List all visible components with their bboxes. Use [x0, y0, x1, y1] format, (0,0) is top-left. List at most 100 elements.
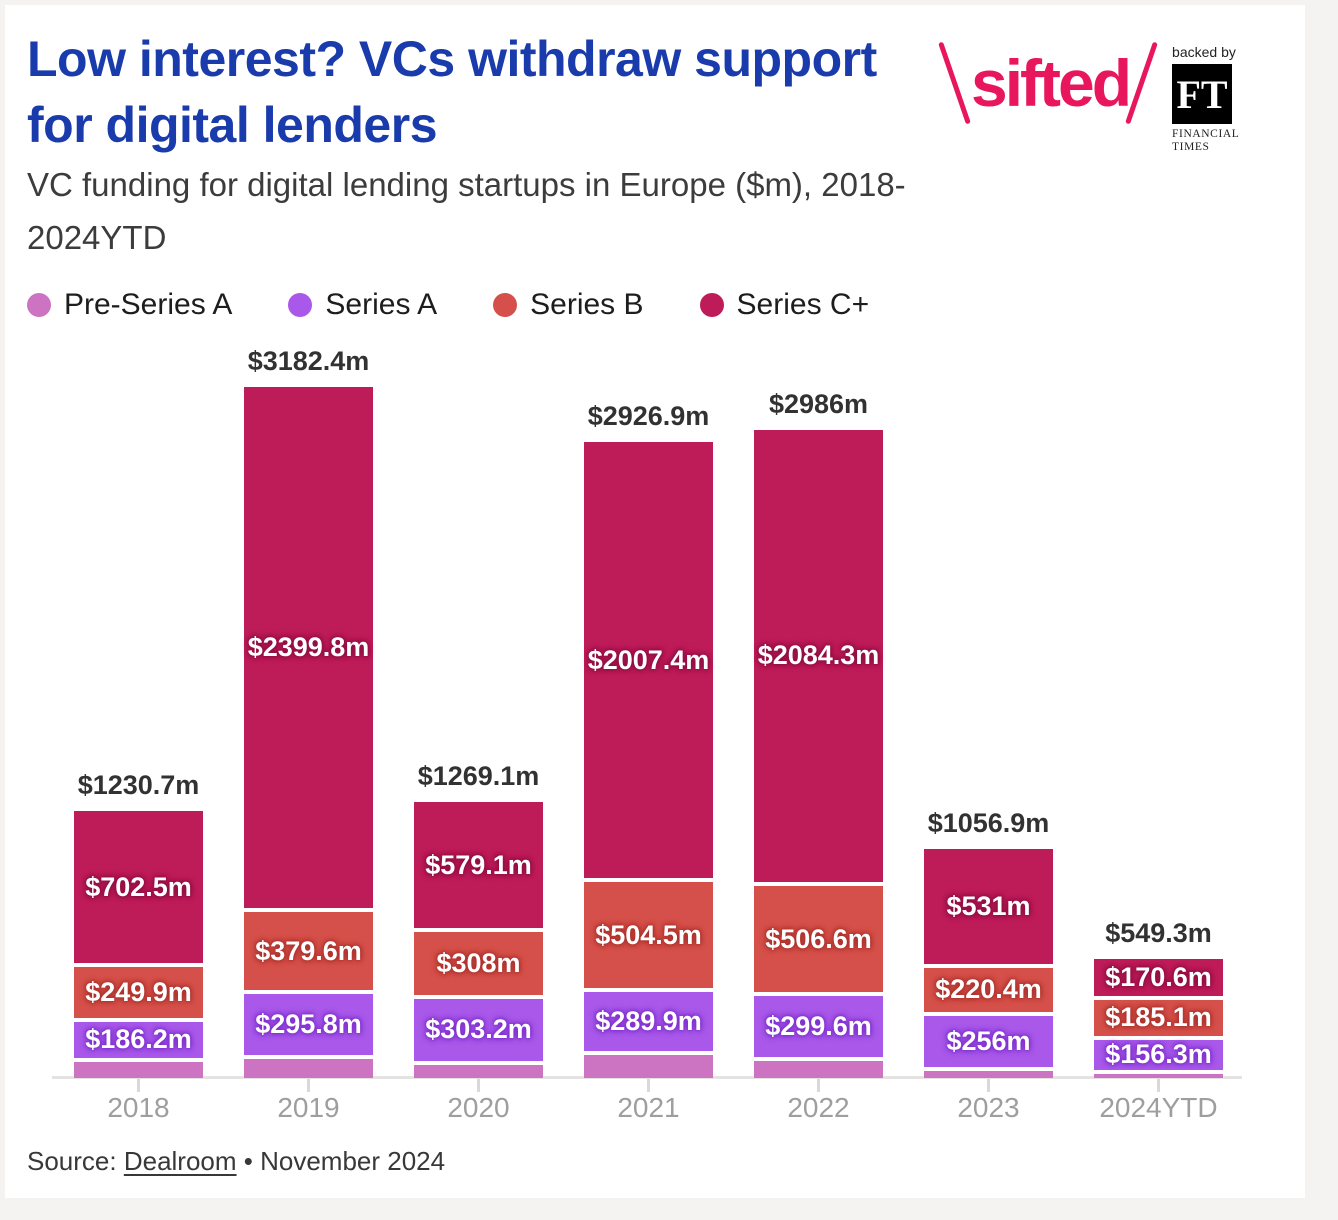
- bar-segment-series-c: $2084.3m: [754, 429, 883, 883]
- x-axis-label: 2022: [787, 1092, 850, 1123]
- bar-segment-series-b: $308m: [414, 928, 543, 996]
- ft-box-icon: FT: [1172, 64, 1233, 124]
- legend-label-series-b: Series B: [530, 288, 644, 321]
- bar-segment-pre-series-a: [414, 1060, 543, 1078]
- bar-group-2019: $2399.8m $379.6m $295.8m: [244, 386, 373, 1078]
- legend-item-series-b: Series B: [493, 288, 644, 322]
- bar-segment-series-b: $249.9m: [74, 963, 203, 1018]
- x-axis-tick: [307, 1079, 310, 1092]
- legend-item-pre-series-a: Pre-Series A: [27, 288, 232, 322]
- bar-segment-pre-series-a: [74, 1058, 203, 1078]
- bar-total-label: $1056.9m: [927, 807, 1050, 838]
- bar-group-2018: $702.5m $249.9m $186.2m: [74, 810, 203, 1078]
- bar-group-2024ytd: $170.6m $185.1m $156.3m: [1094, 958, 1223, 1078]
- bar-segment-pre-series-a: [1094, 1069, 1223, 1078]
- backed-by-label: backed by: [1172, 44, 1236, 60]
- segment-value-label: $186.2m: [85, 1024, 192, 1055]
- x-axis-label: 2019: [277, 1092, 340, 1123]
- segment-value-label: $170.6m: [1105, 961, 1212, 992]
- bar-segment-series-c: $579.1m: [414, 802, 543, 929]
- segment-value-label: $256m: [946, 1025, 1031, 1056]
- legend-label-series-c-plus: Series C+: [736, 288, 870, 321]
- sifted-logo: sifted backed by FT FINANCIAL TIMES: [938, 40, 1239, 153]
- legend: Pre-Series A Series A Series B Series C+: [27, 288, 869, 322]
- x-axis-label: 2023: [957, 1092, 1020, 1123]
- segment-value-label: $308m: [436, 948, 521, 979]
- source-prefix: Source:: [27, 1146, 124, 1176]
- ft-logo: backed by FT FINANCIAL TIMES: [1172, 44, 1240, 154]
- segment-value-label: $289.9m: [595, 1005, 702, 1036]
- segment-value-label: $220.4m: [935, 974, 1042, 1005]
- segment-value-label: $156.3m: [1105, 1039, 1212, 1070]
- segment-value-label: $2399.8m: [247, 631, 370, 662]
- bar-segment-series-b: $506.6m: [754, 882, 883, 993]
- segment-value-label: $531m: [946, 890, 1031, 921]
- bar-segment-series-a: $303.2m: [414, 995, 543, 1061]
- x-axis-tick: [647, 1079, 650, 1092]
- bar-total-label: $2926.9m: [587, 401, 710, 432]
- segment-value-label: $2007.4m: [587, 644, 710, 675]
- bar-segment-pre-series-a: [584, 1050, 713, 1079]
- bar-segment-series-c: $531m: [924, 848, 1053, 964]
- segment-value-label: $295.8m: [255, 1008, 362, 1039]
- segment-value-label: $303.2m: [425, 1014, 532, 1045]
- ft-name-line2: TIMES: [1172, 141, 1210, 153]
- x-axis-tick: [817, 1079, 820, 1092]
- ft-name-line1: FINANCIAL: [1172, 128, 1240, 140]
- bar-total-label: $2986m: [768, 388, 869, 419]
- bar-group-2021: $2007.4m $504.5m $289.9m: [584, 442, 713, 1079]
- bar-segment-pre-series-a: [924, 1067, 1053, 1078]
- bar-segment-series-a: $186.2m: [74, 1017, 203, 1058]
- legend-label-pre-series-a: Pre-Series A: [64, 288, 233, 321]
- legend-swatch-series-b: [493, 293, 518, 317]
- segment-value-label: $2084.3m: [757, 640, 880, 671]
- chart-subtitle-line1: VC funding for digital lending startups …: [27, 166, 906, 203]
- bar-segment-series-c: $702.5m: [74, 810, 203, 964]
- bar-segment-series-c: $2399.8m: [244, 386, 373, 908]
- bar-segment-series-a: $289.9m: [584, 987, 713, 1051]
- bar-total-label: $549.3m: [1105, 917, 1212, 948]
- x-axis-label: 2021: [617, 1092, 680, 1123]
- segment-value-label: $702.5m: [85, 871, 192, 902]
- legend-swatch-series-c-plus: [699, 293, 724, 317]
- legend-swatch-pre-series-a: [27, 293, 51, 317]
- bar-segment-series-a: $299.6m: [754, 992, 883, 1058]
- x-axis-label: 2020: [447, 1092, 510, 1123]
- bar-segment-series-a: $156.3m: [1094, 1035, 1223, 1070]
- bar-segment-series-b: $379.6m: [244, 908, 373, 991]
- legend-item-series-a: Series A: [288, 288, 437, 322]
- bar-segment-series-a: $295.8m: [244, 990, 373, 1055]
- bar-segment-series-b: $220.4m: [924, 963, 1053, 1012]
- segment-value-label: $379.6m: [255, 935, 362, 966]
- x-axis-tick: [137, 1079, 140, 1092]
- x-axis-tick: [987, 1079, 990, 1092]
- chart-subtitle: VC funding for digital lending startups …: [27, 158, 906, 264]
- segment-value-label: $185.1m: [1105, 1002, 1212, 1033]
- x-axis-tick: [477, 1079, 480, 1092]
- ft-initials: FT: [1176, 71, 1228, 117]
- x-axis-tick: [1157, 1079, 1160, 1092]
- dealroom-link[interactable]: Dealroom: [123, 1146, 237, 1176]
- x-axis-label: 2024YTD: [1099, 1092, 1218, 1123]
- sifted-wordmark: sifted: [971, 46, 1132, 120]
- legend-swatch-series-a: [288, 293, 313, 317]
- segment-value-label: $504.5m: [595, 919, 702, 950]
- segment-value-label: $579.1m: [425, 849, 532, 880]
- source-suffix: • November 2024: [236, 1146, 446, 1176]
- bar-segment-series-c: $2007.4m: [584, 442, 713, 879]
- bar-group-2022: $2084.3m $506.6m $299.6m: [754, 429, 883, 1078]
- source-note: Source: Dealroom • November 2024: [27, 1146, 445, 1177]
- bar-segment-pre-series-a: [754, 1057, 883, 1078]
- bar-segment-series-b: $185.1m: [1094, 995, 1223, 1036]
- bar-segment-series-b: $504.5m: [584, 878, 713, 988]
- chart-title-line1: Low interest? VCs withdraw support: [27, 31, 877, 87]
- chart-title: Low interest? VCs withdraw support for d…: [27, 26, 877, 158]
- x-axis-label: 2018: [107, 1092, 170, 1123]
- bar-segment-pre-series-a: [244, 1054, 373, 1078]
- bar-group-2023: $531m $220.4m $256m: [924, 848, 1053, 1079]
- segment-value-label: $506.6m: [765, 923, 872, 954]
- ft-name: FINANCIAL TIMES: [1172, 128, 1240, 154]
- bar-total-label: $1230.7m: [77, 769, 200, 800]
